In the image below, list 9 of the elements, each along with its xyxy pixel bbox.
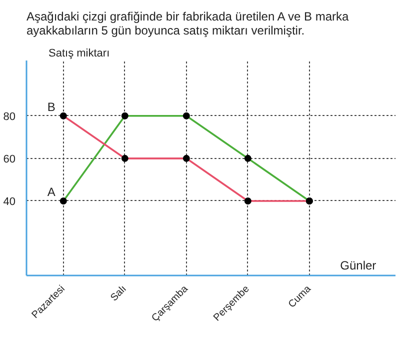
x-tick-label: Salı: [108, 284, 129, 304]
x-axis-title: Günler: [340, 258, 376, 272]
series-label: B: [47, 100, 56, 114]
y-tick-label: 40: [3, 196, 16, 208]
y-tick-label: 60: [3, 153, 16, 166]
series-label: A: [47, 184, 56, 199]
chart-title: Aşağıdaki çizgi grafiğinde bir fabrikada üretilen A ve B marka ayakkabıların 5 gün boyunca satış miktarı verilmiştir.: [26, 10, 349, 38]
y-tick-label: 80: [3, 110, 16, 123]
y-axis-title: Satış miktarı: [48, 48, 110, 60]
